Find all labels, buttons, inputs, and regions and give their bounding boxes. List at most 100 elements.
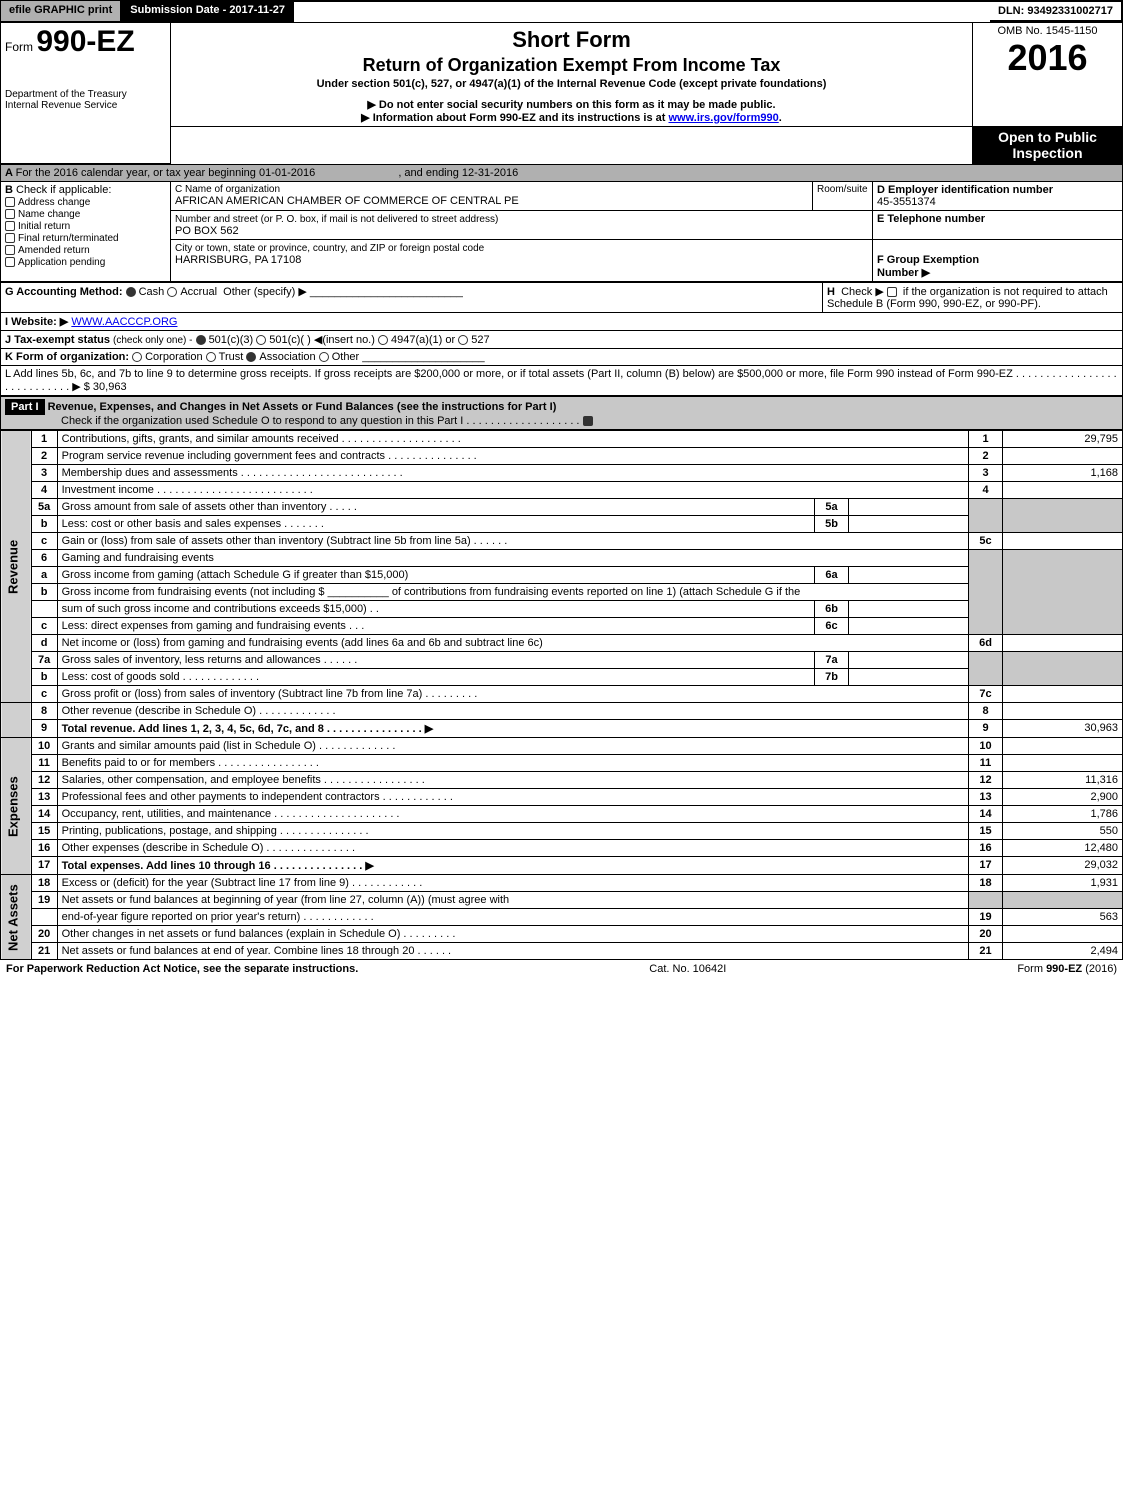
ln2-num: 2: [31, 448, 57, 465]
ln6d-amt: [1003, 635, 1123, 652]
opt-final-return: Final return/terminated: [18, 233, 119, 244]
irs-link[interactable]: www.irs.gov/form990: [669, 112, 779, 124]
ln6b-num: b: [31, 584, 57, 601]
ln16-text: Other expenses (describe in Schedule O) …: [57, 840, 968, 857]
ln6-num: 6: [31, 550, 57, 567]
opt-address-change: Address change: [18, 197, 90, 208]
check-amended-return[interactable]: [5, 245, 15, 255]
radio-other-org[interactable]: [319, 352, 329, 362]
info-line: ▶ Information about Form 990-EZ and its …: [175, 111, 968, 124]
ln17-lbl: 17: [969, 857, 1003, 875]
top-bar: efile GRAPHIC print Submission Date - 20…: [0, 0, 1123, 22]
footer-right: Form 990-EZ (2016): [1017, 963, 1117, 975]
room-suite-label: Room/suite: [813, 182, 873, 211]
ln15-amt: 550: [1003, 823, 1123, 840]
ln4-lbl: 4: [969, 482, 1003, 499]
ln13-num: 13: [31, 789, 57, 806]
check-schedule-b[interactable]: [887, 287, 897, 297]
k-corp: Corporation: [145, 351, 202, 363]
ln5b-text: Less: cost or other basis and sales expe…: [57, 516, 814, 533]
ln6b-text1: Gross income from fundraising events (no…: [62, 586, 325, 598]
radio-trust[interactable]: [206, 352, 216, 362]
j-501c: 501(c)( ) ◀(insert no.): [269, 334, 375, 346]
ln10-text: Grants and similar amounts paid (list in…: [57, 738, 968, 755]
ln14-amt: 1,786: [1003, 806, 1123, 823]
ln1-num: 1: [31, 431, 57, 448]
ln12-num: 12: [31, 772, 57, 789]
street-value: PO BOX 562: [175, 225, 239, 237]
ln14-text: Occupancy, rent, utilities, and maintena…: [57, 806, 968, 823]
check-schedule-o[interactable]: [583, 416, 593, 426]
ln7a-num: 7a: [31, 652, 57, 669]
j-note: (check only one) -: [113, 335, 192, 346]
ln18-amt: 1,931: [1003, 875, 1123, 892]
ln19-num: 19: [31, 892, 57, 909]
ln19-amt: 563: [1003, 909, 1123, 926]
j-527: 527: [471, 334, 489, 346]
check-application-pending[interactable]: [5, 257, 15, 267]
page-footer: For Paperwork Reduction Act Notice, see …: [0, 960, 1123, 978]
check-final-return[interactable]: [5, 233, 15, 243]
ln5a-num: 5a: [31, 499, 57, 516]
website-link[interactable]: WWW.AACCCP.ORG: [71, 316, 177, 328]
ln15-lbl: 15: [969, 823, 1003, 840]
b-check-label: Check if applicable:: [16, 184, 111, 196]
ln4-num: 4: [31, 482, 57, 499]
ln6b-text2: of contributions from fundraising events…: [392, 586, 800, 598]
ln18-lbl: 18: [969, 875, 1003, 892]
check-address-change[interactable]: [5, 197, 15, 207]
check-name-change[interactable]: [5, 209, 15, 219]
radio-corp[interactable]: [132, 352, 142, 362]
ln7a-text: Gross sales of inventory, less returns a…: [57, 652, 814, 669]
ln16-lbl: 16: [969, 840, 1003, 857]
check-initial-return[interactable]: [5, 221, 15, 231]
part1-body: Revenue 1 Contributions, gifts, grants, …: [0, 430, 1123, 960]
ln7a-amt: [849, 652, 969, 669]
ln21-amt: 2,494: [1003, 943, 1123, 960]
ln13-lbl: 13: [969, 789, 1003, 806]
ln9-lbl: 9: [969, 720, 1003, 738]
ln17-amt: 29,032: [1003, 857, 1123, 875]
efile-print-button[interactable]: efile GRAPHIC print: [0, 0, 121, 22]
city-label: City or town, state or province, country…: [175, 243, 484, 254]
radio-4947[interactable]: [378, 335, 388, 345]
ln1-amt: 29,795: [1003, 431, 1123, 448]
g-accrual: Accrual: [180, 286, 217, 298]
g-label: G Accounting Method:: [5, 286, 123, 298]
i-label: I Website: ▶: [5, 316, 68, 328]
ln18-num: 18: [31, 875, 57, 892]
ln6-text: Gaming and fundraising events: [57, 550, 968, 567]
opt-amended-return: Amended return: [18, 245, 90, 256]
radio-501c[interactable]: [256, 335, 266, 345]
part1-title: Revenue, Expenses, and Changes in Net As…: [48, 401, 557, 413]
ln6d-num: d: [31, 635, 57, 652]
radio-527[interactable]: [458, 335, 468, 345]
ln7b-num: b: [31, 669, 57, 686]
ln5c-amt: [1003, 533, 1123, 550]
ln12-lbl: 12: [969, 772, 1003, 789]
ln1-lbl: 1: [969, 431, 1003, 448]
ln2-text: Program service revenue including govern…: [57, 448, 968, 465]
radio-cash[interactable]: [126, 287, 136, 297]
ln6a-text: Gross income from gaming (attach Schedul…: [57, 567, 814, 584]
k-trust: Trust: [219, 351, 244, 363]
ln19-text2: end-of-year figure reported on prior yea…: [57, 909, 968, 926]
ln4-text: Investment income . . . . . . . . . . . …: [57, 482, 968, 499]
d-label: D Employer identification number: [877, 184, 1053, 196]
ln3-amt: 1,168: [1003, 465, 1123, 482]
ln5c-lbl: 5c: [969, 533, 1003, 550]
ln5a-amt: [849, 499, 969, 516]
dln-label: DLN: 93492331002717: [990, 0, 1123, 22]
ln7c-text: Gross profit or (loss) from sales of inv…: [57, 686, 968, 703]
line-a-text: For the 2016 calendar year, or tax year …: [16, 167, 316, 179]
footer-center: Cat. No. 10642I: [649, 963, 726, 975]
ln9-num: 9: [31, 720, 57, 738]
radio-assoc[interactable]: [246, 352, 256, 362]
j-4947: 4947(a)(1) or: [391, 334, 455, 346]
ghijkl-block: G Accounting Method: Cash Accrual Other …: [0, 282, 1123, 396]
ln2-lbl: 2: [969, 448, 1003, 465]
ln5b-box: 5b: [815, 516, 849, 533]
radio-accrual[interactable]: [167, 287, 177, 297]
radio-501c3[interactable]: [196, 335, 206, 345]
submission-date-button[interactable]: Submission Date - 2017-11-27: [121, 0, 294, 22]
